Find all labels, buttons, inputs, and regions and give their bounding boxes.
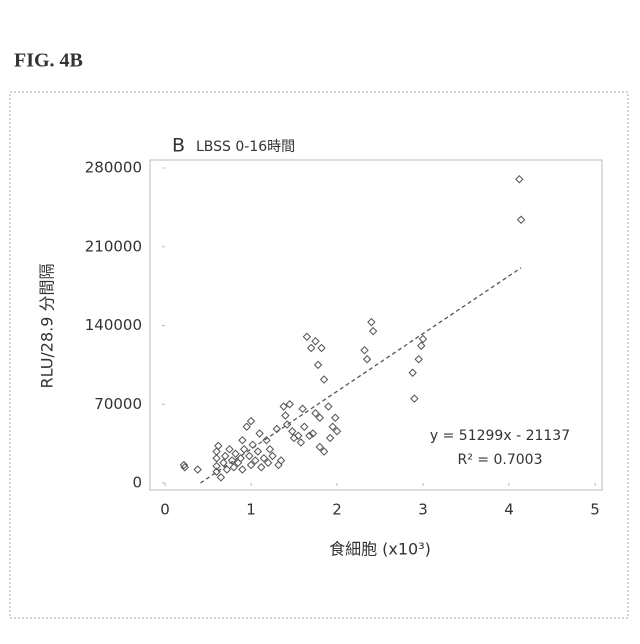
point (194, 466, 201, 473)
point (246, 453, 253, 460)
y-tick-label: 140000 (85, 316, 142, 334)
panel-label: B (172, 135, 185, 157)
point (308, 345, 315, 352)
point (282, 412, 289, 419)
point (297, 439, 304, 446)
point (248, 418, 255, 425)
point (518, 216, 525, 223)
trendline (200, 268, 521, 483)
point (409, 369, 416, 376)
point (275, 462, 282, 469)
point (315, 361, 322, 368)
point (361, 347, 368, 354)
point (364, 356, 371, 363)
x-tick-label: 4 (504, 501, 514, 519)
point (318, 345, 325, 352)
chart-title: LBSS 0-16時間 (196, 139, 295, 155)
x-tick-label: 5 (590, 501, 600, 519)
point (325, 403, 332, 410)
point (278, 457, 285, 464)
point (232, 450, 239, 457)
point (420, 336, 427, 343)
point (411, 395, 418, 402)
point (516, 176, 523, 183)
point (418, 342, 425, 349)
y-tick-label: 70000 (94, 395, 142, 413)
point (258, 464, 265, 471)
point (289, 428, 296, 435)
point (256, 430, 263, 437)
y-tick-label: 210000 (85, 237, 142, 255)
point (415, 356, 422, 363)
x-tick-label: 0 (160, 501, 170, 519)
point (239, 437, 246, 444)
point (222, 453, 229, 460)
trendline-equation: y = 51299x - 21137 (430, 428, 570, 444)
point (303, 333, 310, 340)
point (269, 453, 276, 460)
r-squared: R² = 0.7003 (458, 452, 543, 468)
point (321, 376, 328, 383)
point (368, 319, 375, 326)
chart: FIG. 4B B LBSS 0-16時間 RLU/28.9 分間隔 食細胞 (… (0, 0, 640, 640)
point (226, 446, 233, 453)
x-tick-label: 2 (332, 501, 342, 519)
point (239, 466, 246, 473)
y-axis-label: RLU/28.9 分間隔 (38, 263, 57, 388)
point (241, 446, 248, 453)
x-axis-label: 食細胞 (x10³) (329, 540, 431, 559)
page: FIG. 4B B LBSS 0-16時間 RLU/28.9 分間隔 食細胞 (… (0, 0, 640, 640)
point (217, 474, 224, 481)
point (370, 328, 377, 335)
y-tick-label: 0 (132, 474, 142, 492)
y-tick-label: 280000 (85, 159, 142, 177)
x-tick-label: 1 (246, 501, 256, 519)
point (254, 448, 261, 455)
point (327, 435, 334, 442)
point (299, 405, 306, 412)
point (332, 414, 339, 421)
point (213, 455, 220, 462)
x-tick-label: 3 (418, 501, 428, 519)
point (312, 338, 319, 345)
point (243, 423, 250, 430)
figure-label: FIG. 4B (14, 50, 83, 72)
point (263, 437, 270, 444)
point (266, 446, 273, 453)
point (301, 423, 308, 430)
